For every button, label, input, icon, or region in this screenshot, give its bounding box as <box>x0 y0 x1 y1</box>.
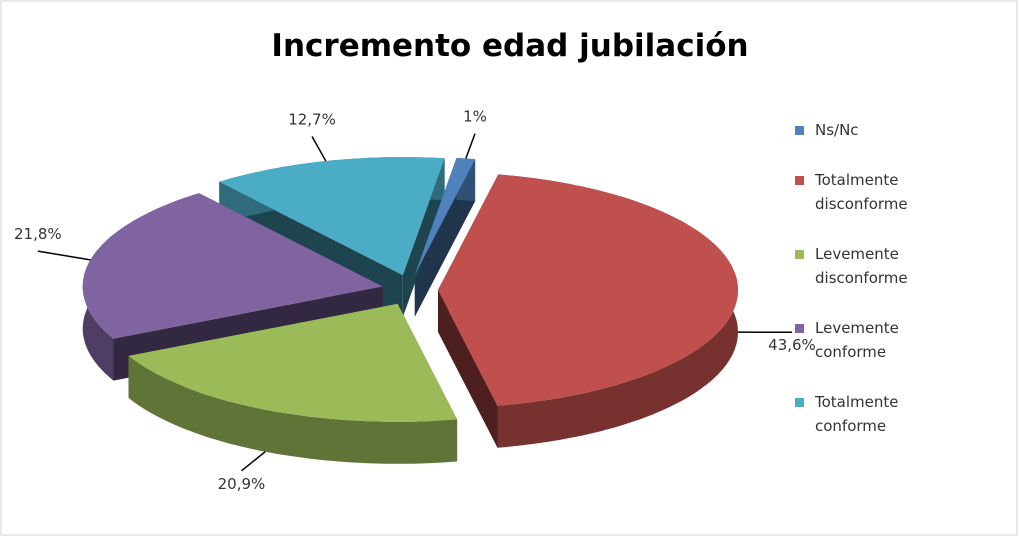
legend-item: Totalmente conforme <box>795 390 940 438</box>
legend-swatch <box>795 324 804 333</box>
legend: Ns/Nc Totalmente disconforme Levemente dis… <box>795 118 945 464</box>
pie-slice <box>219 157 445 276</box>
data-label: 12,7% <box>288 111 336 129</box>
leader-line <box>240 451 266 472</box>
legend-swatch <box>795 398 804 407</box>
pie-slice <box>128 303 458 422</box>
leader-line <box>37 250 91 261</box>
pie-slice <box>414 158 476 275</box>
legend-swatch <box>795 126 804 135</box>
legend-item: Ns/Nc <box>795 118 940 142</box>
pie-face <box>438 290 498 448</box>
pie-slice <box>438 174 738 406</box>
chart-title: Incremento edad jubilación <box>271 28 748 64</box>
data-label: 21,8% <box>14 225 62 243</box>
pie-wall <box>128 355 458 464</box>
leader-line <box>465 133 476 159</box>
leader-line <box>311 136 327 162</box>
legend-item: Totalmente disconforme <box>795 168 940 216</box>
data-label: 43,6% <box>768 336 816 354</box>
legend-label: Totalmente disconforme <box>815 171 908 213</box>
data-label: 20,9% <box>218 475 266 493</box>
legend-label: Ns/Nc <box>815 121 859 139</box>
legend-item: Levemente disconforme <box>795 242 940 290</box>
legend-swatch <box>795 250 804 259</box>
data-label: 1% <box>463 108 487 126</box>
pie-tops <box>82 157 738 422</box>
legend-label: Levemente conforme <box>815 319 899 361</box>
data-labels: 1% 43,6% 20,9% 21,8% 12,7% <box>14 108 816 493</box>
legend-item: Levemente conforme <box>795 316 940 364</box>
legend-label: Levemente disconforme <box>815 245 908 287</box>
legend-label: Totalmente conforme <box>815 393 899 435</box>
legend-swatch <box>795 176 804 185</box>
pie-slice <box>82 193 383 339</box>
